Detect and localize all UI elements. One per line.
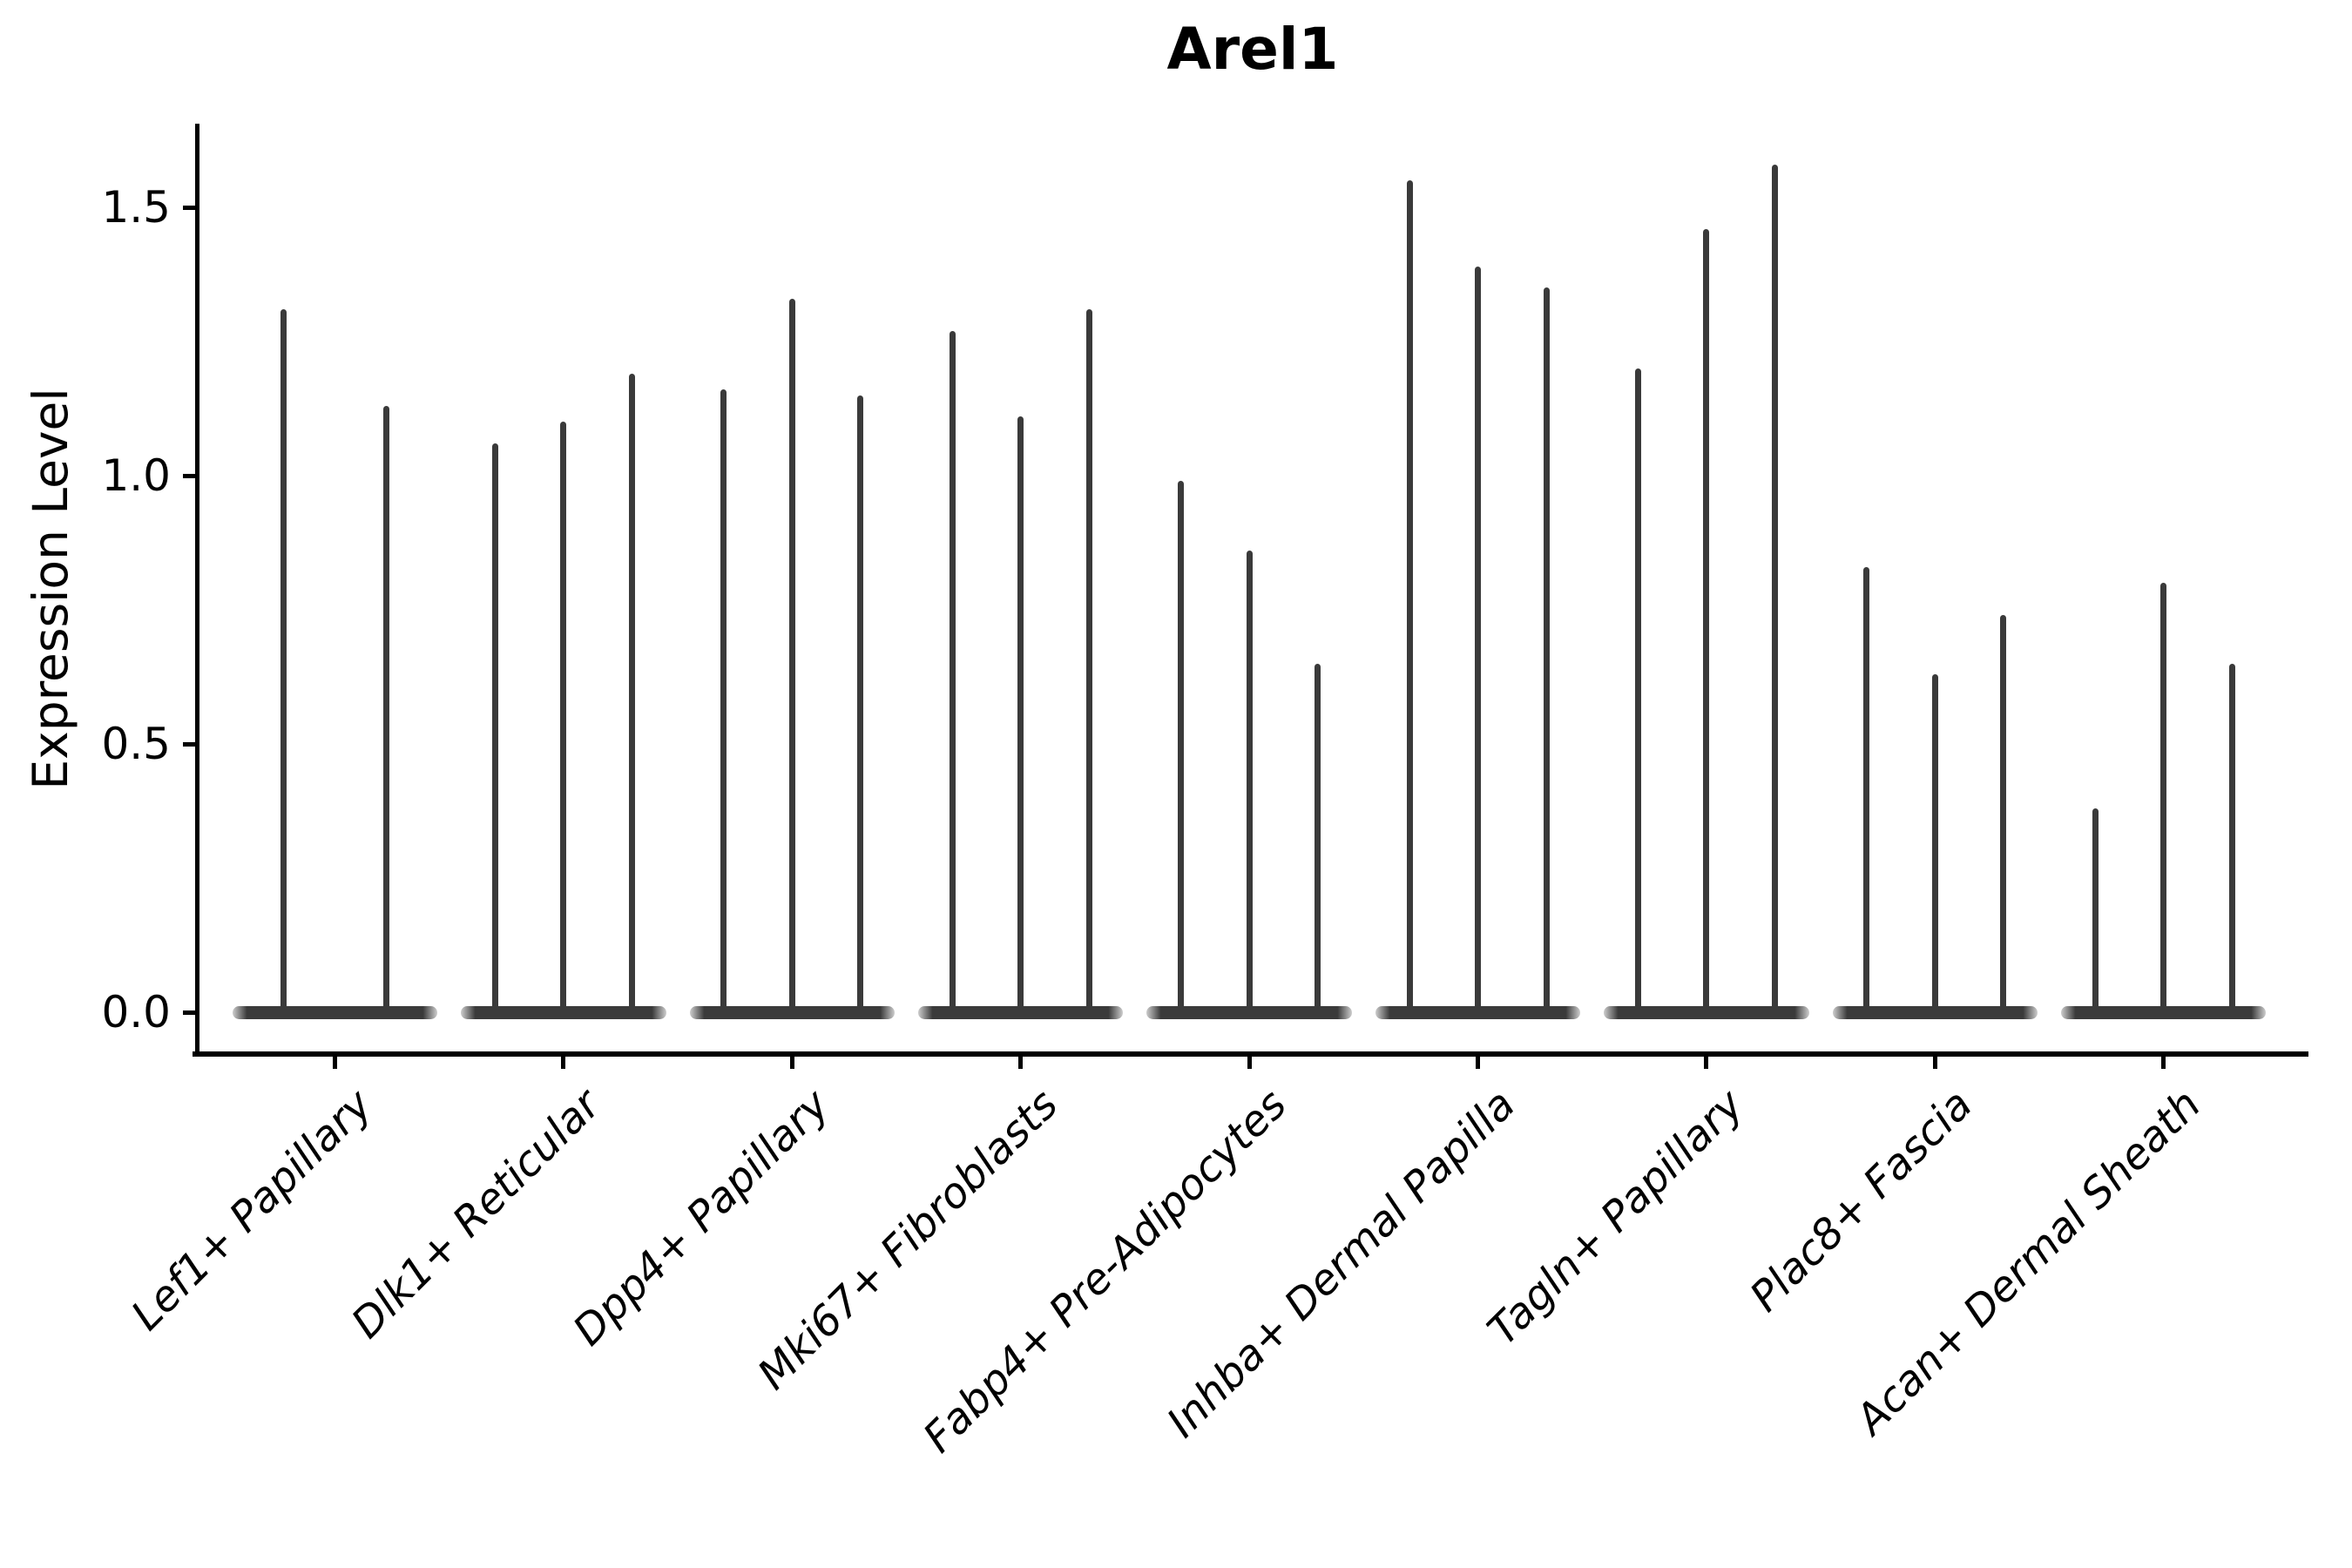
x-tick [1932, 1057, 1937, 1069]
violin-base [1146, 1006, 1352, 1019]
violin-spike [280, 309, 287, 1012]
violin-spike [1178, 481, 1185, 1012]
x-tick-label: Dlk1+ Reticular [342, 1080, 611, 1348]
chart-title: Arel1 [1166, 16, 1339, 83]
violin-spike [2228, 663, 2235, 1012]
x-axis-spine [193, 1051, 2308, 1057]
y-tick-label: 1.0 [101, 450, 171, 501]
y-tick [183, 1010, 195, 1015]
violin-spike [1475, 266, 1481, 1012]
violin-spike [2000, 615, 2007, 1012]
violin-base [917, 1006, 1124, 1019]
violin-spike [1771, 164, 1778, 1012]
x-tick [1704, 1057, 1709, 1069]
violin-spike [1315, 663, 1321, 1012]
y-tick [183, 205, 195, 210]
x-tick [1247, 1057, 1252, 1069]
violin-base [461, 1006, 666, 1019]
violin-spike [949, 330, 956, 1012]
violin-spike [857, 395, 864, 1012]
violin-spike [1863, 566, 1870, 1012]
y-tick [183, 473, 195, 478]
violin-spike [1931, 673, 1938, 1012]
violin-spike [2092, 808, 2099, 1012]
x-tick-label: Fabp4+ Pre-Adipocytes [914, 1080, 1296, 1463]
y-tick-label: 1.5 [101, 182, 171, 233]
y-axis-spine [195, 124, 199, 1057]
violin-base [1375, 1006, 1581, 1019]
x-tick [789, 1057, 794, 1069]
y-tick-label: 0.5 [101, 719, 171, 769]
y-tick-label: 0.0 [101, 987, 171, 1037]
x-tick [2161, 1057, 2166, 1069]
violin-spike [1406, 180, 1413, 1012]
violin-base [232, 1006, 438, 1019]
violin-spike [560, 422, 567, 1012]
violin-spike [1543, 287, 1550, 1012]
x-tick [561, 1057, 566, 1069]
violin-spike [1634, 368, 1641, 1012]
violin-base [2060, 1006, 2267, 1019]
x-tick-label: Tagln+ Papillary [1478, 1080, 1754, 1355]
violin-base [1604, 1006, 1809, 1019]
violin-spike [788, 298, 795, 1012]
x-tick-label: Plac8+ Fascia [1740, 1080, 1982, 1321]
violin-spike [1085, 309, 1092, 1012]
violin-spike [1017, 416, 1024, 1012]
x-tick [1018, 1057, 1024, 1069]
y-tick [183, 741, 195, 747]
violin-spike [720, 389, 727, 1012]
violin-spike [382, 405, 389, 1012]
violin-base [1832, 1006, 2038, 1019]
x-tick [333, 1057, 337, 1069]
violin-spike [2160, 583, 2167, 1012]
violin-spike [628, 373, 635, 1012]
violin-spike [1703, 228, 1710, 1012]
x-tick [1476, 1057, 1480, 1069]
violin-spike [1246, 551, 1253, 1012]
x-tick-label: Lef1+ Papillary [121, 1080, 382, 1341]
violin-base [689, 1006, 896, 1019]
violin-spike [491, 443, 498, 1012]
